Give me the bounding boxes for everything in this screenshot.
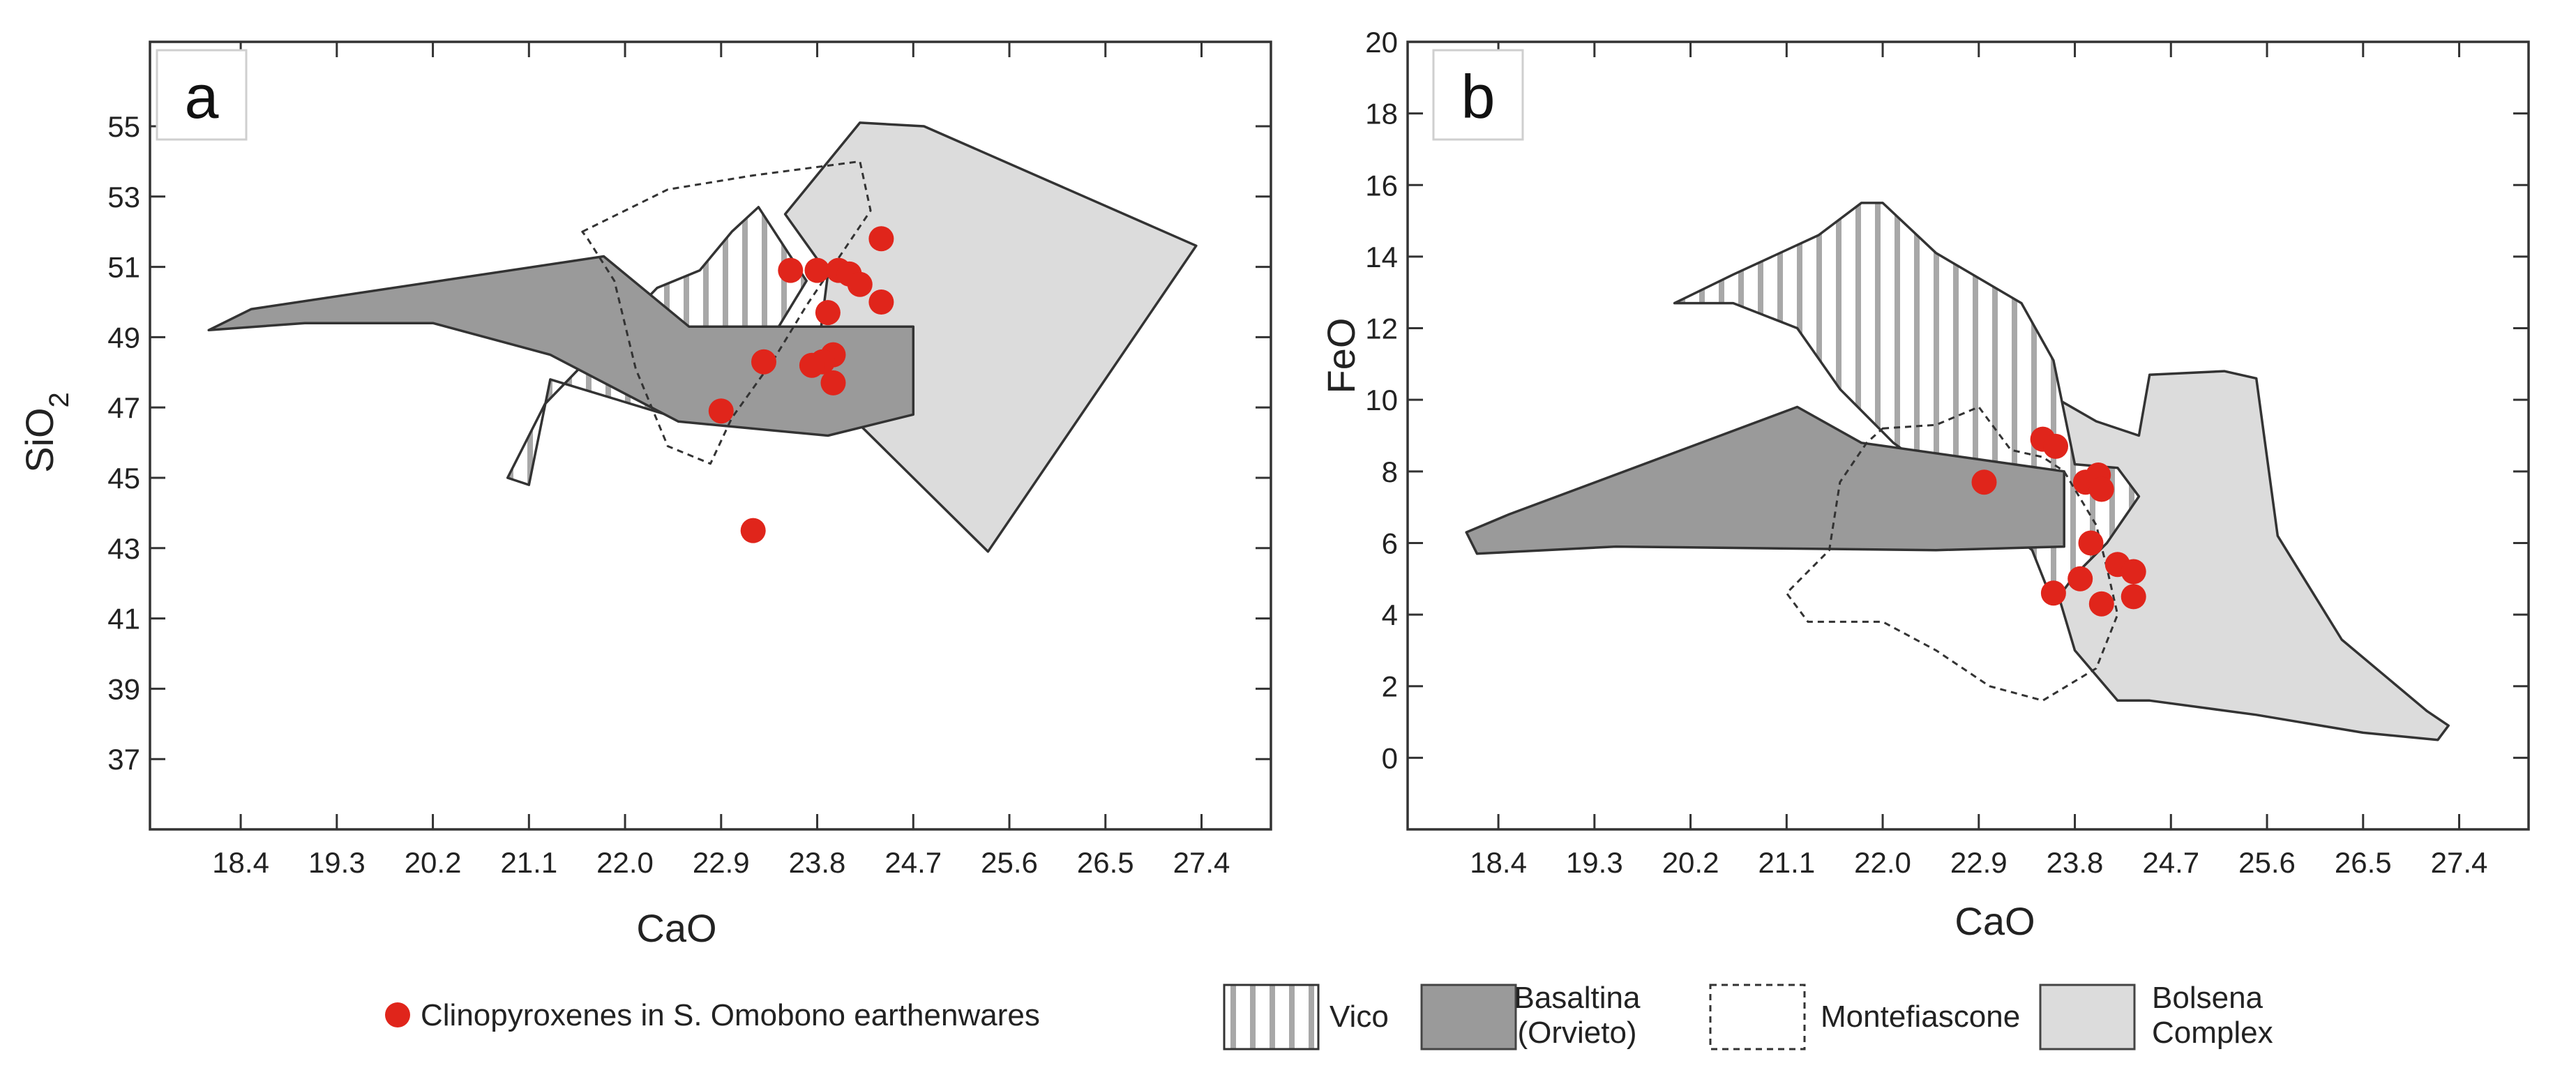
x-tick-label: 24.7 [884, 846, 942, 879]
legend-basaltina-swatch [1420, 984, 1517, 1050]
x-tick-label: 21.1 [500, 846, 557, 879]
clinopyroxene-point [804, 257, 830, 283]
legend: Clinopyroxenes in S. Omobono earthenware… [385, 981, 2273, 1050]
y-tick-label: 39 [107, 672, 140, 705]
x-tick-label: 18.4 [1470, 846, 1527, 879]
x-tick-label: 19.3 [308, 846, 366, 879]
y-tick-label: 2 [1382, 670, 1398, 703]
panel-a-ylabel: SiO2 [17, 392, 75, 473]
clinopyroxene-point [2078, 530, 2104, 556]
x-tick-label: 24.7 [2142, 846, 2199, 879]
clinopyroxene-point [2121, 584, 2146, 610]
y-tick-label: 55 [107, 110, 140, 143]
clinopyroxene-point [799, 352, 824, 378]
y-tick-label: 41 [107, 603, 140, 635]
x-tick-label: 21.1 [1758, 846, 1815, 879]
field-basaltina-orvieto [207, 255, 915, 437]
y-tick-label: 37 [107, 743, 140, 776]
clinopyroxene-point [847, 271, 873, 297]
y-tick-label: 43 [107, 532, 140, 565]
panel-b-points [1971, 426, 2146, 617]
clinopyroxene-point [778, 257, 804, 283]
x-tick-label: 22.0 [596, 846, 654, 879]
x-tick-label: 25.6 [2238, 846, 2296, 879]
legend-bolsena-swatch [2039, 984, 2136, 1050]
legend-points-marker [385, 1002, 410, 1027]
clinopyroxene-point [2043, 433, 2068, 459]
panel-a-letter: a [185, 62, 219, 131]
clinopyroxene-point [2088, 591, 2114, 617]
y-tick-label: 6 [1382, 527, 1398, 559]
y-tick-label: 20 [1365, 26, 1398, 59]
legend-basaltina-label-2: (Orvieto) [1517, 1016, 1636, 1050]
x-tick-label: 19.3 [1566, 846, 1623, 879]
panel-b-frame [1406, 40, 2530, 831]
x-tick-label: 23.8 [2047, 846, 2104, 879]
x-tick-label: 23.8 [789, 846, 846, 879]
y-tick-label: 47 [107, 391, 140, 424]
y-tick-label: 10 [1365, 384, 1398, 416]
field-montefiascone [1785, 405, 2119, 702]
legend-basaltina-label-1: Basaltina [1514, 981, 1641, 1015]
clinopyroxene-point [815, 300, 841, 326]
x-tick-label: 27.4 [2431, 846, 2488, 879]
y-tick-label: 0 [1382, 741, 1398, 774]
clinopyroxene-point [2067, 566, 2093, 592]
field-montefiascone [581, 160, 872, 465]
legend-montefiascone-label: Montefiascone [1821, 1000, 2020, 1034]
clinopyroxene-point [868, 226, 894, 252]
field-basaltina-orvieto [1465, 405, 2065, 555]
clinopyroxene-point [740, 518, 766, 543]
clinopyroxene-point [751, 349, 776, 375]
panel-a-xlabel: CaO [636, 906, 716, 950]
y-tick-label: 45 [107, 462, 140, 495]
panel-b-ylabel: FeO [1319, 318, 1363, 394]
y-tick-label: 14 [1365, 241, 1398, 273]
y-tick-label: 18 [1365, 98, 1398, 130]
clinopyroxene-point [868, 289, 894, 315]
y-tick-label: 53 [107, 181, 140, 213]
x-tick-label: 27.4 [1173, 846, 1230, 879]
panel-a-points [708, 226, 894, 543]
panel-a-frame [149, 40, 1272, 831]
x-tick-label: 25.6 [981, 846, 1038, 879]
panel-b-xlabel: CaO [1954, 899, 2035, 943]
panel-b-ticks: 18.4 19.3 20.2 21.1 22.0 22.9 23.8 24.7 25.6 26.5… [1365, 26, 2529, 879]
y-tick-label: 49 [107, 321, 140, 354]
x-tick-label: 20.2 [405, 846, 462, 879]
panel-b-fields [1465, 202, 2450, 741]
panel-b: 18.4 19.3 20.2 21.1 22.0 22.9 23.8 24.7 25.6 26.5… [1319, 26, 2530, 943]
panel-b-letter-box [1432, 49, 1524, 141]
x-tick-label: 20.2 [1662, 846, 1719, 879]
y-tick-label: 8 [1382, 455, 1398, 488]
legend-montefiascone-swatch [1709, 984, 1806, 1050]
legend-vico-swatch [1223, 984, 1320, 1050]
clinopyroxene-point [1971, 469, 1997, 495]
panel-a-fields [207, 121, 1198, 553]
y-tick-label: 16 [1365, 169, 1398, 202]
x-tick-label: 22.0 [1854, 846, 1911, 879]
clinopyroxene-point [708, 398, 734, 424]
x-tick-label: 22.9 [1950, 846, 2008, 879]
clinopyroxene-point [2088, 476, 2114, 502]
y-tick-label: 51 [107, 251, 140, 284]
clinopyroxene-point [820, 370, 846, 396]
y-tick-label: 4 [1382, 598, 1398, 631]
panel-a-ticks: 18.4 19.3 20.2 21.1 22.0 22.9 23.8 24.7 25.6 26.5… [107, 42, 1271, 879]
panel-b-letter: b [1461, 62, 1496, 131]
panel-a-letter-box [156, 49, 248, 141]
x-tick-label: 26.5 [1077, 846, 1134, 879]
clinopyroxene-point [2121, 559, 2146, 585]
panel-a: 18.4 19.3 20.2 21.1 22.0 22.9 23.8 24.7 25.6 26.5… [17, 40, 1272, 950]
x-tick-label: 22.9 [693, 846, 750, 879]
legend-bolsena-label-2: Complex [2152, 1016, 2273, 1050]
legend-points-label: Clinopyroxenes in S. Omobono earthenware… [421, 998, 1040, 1032]
clinopyroxene-point [2040, 580, 2066, 606]
x-tick-label: 26.5 [2335, 846, 2392, 879]
legend-vico-label: Vico [1330, 1000, 1389, 1034]
y-tick-label: 12 [1365, 312, 1398, 345]
legend-bolsena-label-1: Bolsena [2152, 981, 2264, 1015]
x-tick-label: 18.4 [212, 846, 269, 879]
